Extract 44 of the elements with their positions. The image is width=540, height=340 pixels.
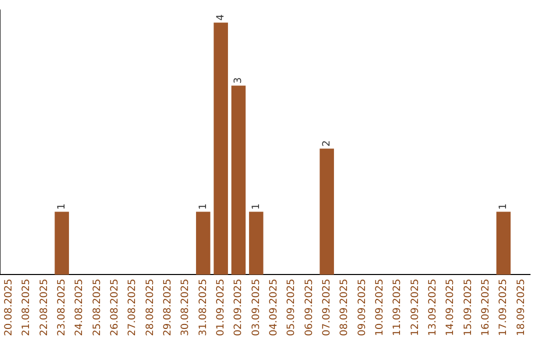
data-label: 1 (498, 203, 510, 210)
x-tick-label: 01.09.2025 (215, 278, 226, 336)
x-tick-label: 15.09.2025 (462, 278, 474, 336)
data-label: 2 (321, 140, 332, 147)
x-tick-label: 14.09.2025 (445, 278, 456, 336)
x-tick-label: 04.09.2025 (268, 278, 280, 336)
data-label: 1 (198, 203, 209, 210)
x-tick-label: 30.08.2025 (180, 278, 192, 336)
x-tick-label: 10.09.2025 (374, 278, 386, 336)
bar (231, 86, 246, 275)
x-tick-label: 07.09.2025 (321, 278, 332, 336)
x-tick-label: 06.09.2025 (304, 278, 315, 336)
x-tick-label: 23.08.2025 (56, 278, 68, 336)
bar (496, 212, 511, 275)
x-tick-label: 29.08.2025 (162, 278, 174, 336)
data-label: 1 (56, 203, 68, 210)
x-tick-label: 25.08.2025 (92, 278, 103, 336)
data-label: 3 (233, 77, 244, 84)
x-tick-label: 20.08.2025 (3, 278, 14, 336)
x-tick-label: 22.08.2025 (38, 278, 50, 336)
x-tick-label: 24.08.2025 (74, 278, 86, 336)
x-tick-label: 17.09.2025 (498, 278, 510, 336)
x-tick-label: 26.08.2025 (109, 278, 120, 336)
x-tick-label: 02.09.2025 (233, 278, 244, 336)
x-tick-label: 28.08.2025 (144, 278, 156, 336)
x-tick-label: 08.09.2025 (339, 278, 350, 336)
x-tick-label: 09.09.2025 (356, 278, 368, 336)
x-tick-label: 11.09.2025 (392, 278, 404, 336)
x-tick-label: 27.08.2025 (127, 278, 138, 336)
data-label: 1 (250, 203, 262, 210)
bar (54, 212, 69, 275)
bar (249, 212, 264, 275)
x-tick-label: 31.08.2025 (198, 278, 209, 336)
x-tick-label: 21.08.2025 (21, 278, 32, 336)
bar (196, 212, 210, 275)
x-tick-label: 12.09.2025 (410, 278, 421, 336)
data-label: 4 (215, 14, 226, 21)
x-tick-label: 18.09.2025 (516, 278, 527, 336)
x-tick-label: 13.09.2025 (427, 278, 438, 336)
bar (214, 22, 228, 275)
x-tick-label: 05.09.2025 (286, 278, 298, 336)
x-tick-label: 03.09.2025 (250, 278, 262, 336)
x-tick-label: 16.09.2025 (480, 278, 492, 336)
bar (320, 148, 334, 275)
